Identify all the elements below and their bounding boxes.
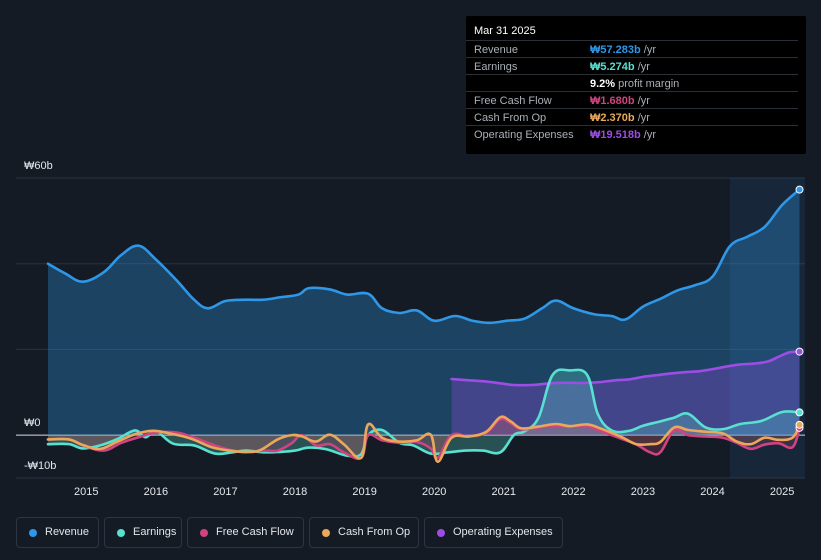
tooltip-row-label: Cash From Op bbox=[474, 112, 547, 124]
tooltip-value-unit: profit margin bbox=[615, 78, 680, 90]
tooltip-value-unit: /yr bbox=[634, 61, 650, 73]
legend-item-revenue[interactable]: Revenue bbox=[16, 517, 99, 548]
tooltip-row: 9.2% profit margin bbox=[466, 74, 798, 92]
x-tick-label: 2018 bbox=[283, 486, 307, 498]
tooltip-row-value: ₩19.518b /yr bbox=[590, 129, 656, 141]
operating-expenses-end-marker bbox=[795, 347, 804, 356]
x-tick-label: 2023 bbox=[631, 486, 655, 498]
x-tick-label: 2024 bbox=[700, 486, 724, 498]
x-tick-label: 2019 bbox=[352, 486, 376, 498]
earnings-end-marker bbox=[795, 408, 804, 417]
x-tick-label: 2015 bbox=[74, 486, 98, 498]
free-cash-flow-line[interactable] bbox=[46, 417, 801, 460]
x-tick-label: 2025 bbox=[770, 486, 794, 498]
tooltip-value-number: 9.2% bbox=[590, 78, 616, 90]
cash-from-op-end-marker bbox=[795, 420, 804, 429]
tooltip-row-label: Earnings bbox=[474, 61, 518, 73]
tooltip-value-unit: /yr bbox=[634, 95, 650, 107]
legend-item-operating-expenses[interactable]: Operating Expenses bbox=[424, 517, 563, 548]
tooltip-row: Revenue ₩57.283b /yr bbox=[466, 40, 798, 58]
tooltip-row-value: ₩2.370b /yr bbox=[590, 112, 650, 124]
legend-dot-icon bbox=[200, 529, 208, 537]
revenue-area bbox=[48, 189, 800, 436]
operating-expenses-line[interactable] bbox=[450, 350, 801, 387]
y-axis-zero-label: ₩0 bbox=[24, 417, 41, 429]
tooltip-value-number: ₩2.370b bbox=[590, 112, 635, 124]
legend-label: Revenue bbox=[45, 526, 90, 538]
tooltip-row-label: Revenue bbox=[474, 44, 519, 56]
y-axis-bottom-label: -₩10b bbox=[24, 460, 57, 472]
y-axis-top-label: ₩60b bbox=[24, 160, 53, 172]
legend-item-free-cash-flow[interactable]: Free Cash Flow bbox=[187, 517, 304, 548]
legend-label: Earnings bbox=[133, 526, 177, 538]
earnings-line[interactable] bbox=[46, 368, 801, 458]
end-markers bbox=[795, 185, 804, 432]
free-cash-flow-area bbox=[48, 418, 800, 459]
tooltip-row: Earnings ₩5.274b /yr bbox=[466, 57, 798, 75]
tooltip-row: Free Cash Flow ₩1.680b /yr bbox=[466, 91, 798, 109]
x-axis-ticks: 2015 2016 2017 2018 2019 2020 2021 2022 2023 2024… bbox=[74, 486, 794, 498]
tooltip-row: Cash From Op ₩2.370b /yr bbox=[466, 108, 798, 126]
legend-label: Free Cash Flow bbox=[216, 526, 294, 538]
tooltip-row-value: ₩1.680b /yr bbox=[590, 95, 650, 107]
latest-period-highlight bbox=[729, 178, 805, 478]
tooltip-value-unit: /yr bbox=[634, 112, 650, 124]
data-tooltip: Mar 31 2025 Revenue ₩57.283b /yr Earnings ₩… bbox=[466, 16, 806, 154]
tooltip-value-unit: /yr bbox=[640, 44, 657, 56]
tooltip-value-number: ₩5.274b bbox=[590, 61, 635, 73]
tooltip-value-unit: /yr bbox=[640, 129, 657, 141]
x-tick-label: 2017 bbox=[213, 486, 237, 498]
legend-item-earnings[interactable]: Earnings bbox=[104, 517, 182, 548]
tooltip-row: Operating Expenses ₩19.518b /yr bbox=[466, 125, 798, 143]
legend-label: Operating Expenses bbox=[453, 526, 553, 538]
tooltip-row-value: 9.2% profit margin bbox=[590, 78, 679, 90]
x-tick-label: 2020 bbox=[422, 486, 446, 498]
tooltip-value-number: ₩19.518b bbox=[590, 129, 641, 141]
legend-dot-icon bbox=[437, 529, 445, 537]
cash-from-op-line[interactable] bbox=[46, 415, 801, 464]
tooltip-value-number: ₩1.680b bbox=[590, 95, 635, 107]
legend-item-cash-from-op[interactable]: Cash From Op bbox=[309, 517, 419, 548]
tooltip-row-label: Free Cash Flow bbox=[474, 95, 552, 107]
tooltip-row-value: ₩5.274b /yr bbox=[590, 61, 650, 73]
legend-dot-icon bbox=[117, 529, 125, 537]
series-lines bbox=[46, 188, 801, 464]
tooltip-row-label: Operating Expenses bbox=[474, 129, 574, 141]
tooltip-value-number: ₩57.283b bbox=[590, 44, 641, 56]
revenue-line[interactable] bbox=[46, 188, 801, 325]
x-tick-label: 2022 bbox=[561, 486, 585, 498]
x-tick-label: 2021 bbox=[492, 486, 516, 498]
legend-label: Cash From Op bbox=[338, 526, 411, 538]
revenue-end-marker bbox=[795, 185, 804, 194]
x-tick-label: 2016 bbox=[144, 486, 168, 498]
tooltip-date: Mar 31 2025 bbox=[474, 25, 536, 37]
tooltip-row-value: ₩57.283b /yr bbox=[590, 44, 656, 56]
series-areas bbox=[48, 189, 800, 462]
legend-dot-icon bbox=[29, 529, 37, 537]
legend-dot-icon bbox=[322, 529, 330, 537]
